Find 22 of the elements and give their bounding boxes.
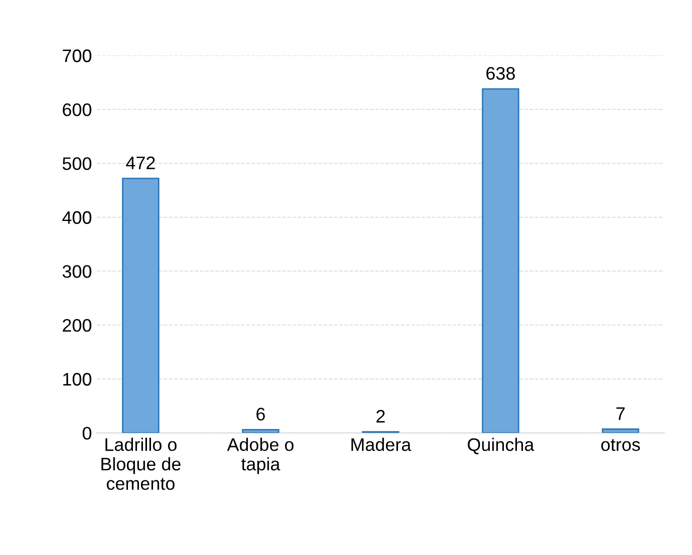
bar <box>482 88 520 433</box>
x-tick-label: Quincha <box>468 438 534 454</box>
y-tick-label: 700 <box>62 49 92 62</box>
y-tick-label: 300 <box>62 265 92 278</box>
bar <box>602 428 640 433</box>
data-label: 7 <box>616 407 625 420</box>
data-label: 638 <box>486 67 515 80</box>
y-tick-label: 0 <box>82 426 92 440</box>
data-label: 6 <box>256 408 265 421</box>
data-label: 2 <box>376 410 385 423</box>
y-tick-label: 600 <box>62 103 92 116</box>
x-tick-label: otros <box>601 439 640 452</box>
bar <box>122 178 160 433</box>
y-tick-label: 100 <box>63 372 92 386</box>
x-tick-label: Adobe o tapia <box>227 438 294 474</box>
y-tick-label: 200 <box>62 319 92 332</box>
y-tick-label: 400 <box>62 211 92 224</box>
x-tick-label: Madera <box>351 438 412 452</box>
x-tick-label: Ladrillo o Bloque de cemento <box>101 438 181 490</box>
bar <box>242 428 280 433</box>
y-tick-label: 500 <box>62 157 92 170</box>
data-label: 472 <box>126 156 155 170</box>
